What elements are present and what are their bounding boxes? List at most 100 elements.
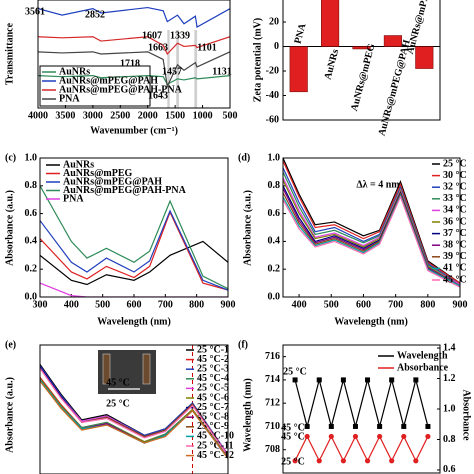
y2-tick-label: 1.0 bbox=[443, 403, 456, 414]
y-tick-label: 0.6 bbox=[268, 208, 281, 219]
series-line bbox=[38, 6, 230, 28]
series-line bbox=[40, 185, 228, 290]
point bbox=[316, 458, 322, 464]
y2-tick-label: 0.8 bbox=[443, 434, 456, 445]
y-tick-label: -20 bbox=[266, 65, 279, 76]
annotation: 1643 bbox=[148, 90, 168, 101]
y-tick-label: -60 bbox=[266, 114, 279, 125]
legend-label: 45 °C-10 bbox=[197, 431, 234, 442]
annotation: 1101 bbox=[197, 42, 216, 53]
plot-frame bbox=[37, 0, 231, 109]
series-line bbox=[294, 377, 429, 429]
series-line bbox=[38, 74, 230, 86]
series-line bbox=[283, 160, 460, 284]
y-tick-label: 0.4 bbox=[25, 236, 38, 247]
x-tick-label: 300 bbox=[33, 299, 48, 310]
legend-label: AuNRs@mPEG@PAH-PNA bbox=[59, 84, 183, 95]
point bbox=[425, 423, 431, 429]
y-tick-label: 0.2 bbox=[25, 263, 38, 274]
legend-label: 38 °C bbox=[443, 239, 467, 250]
legend-label: AuNRs@mPEG@PAH bbox=[59, 75, 158, 86]
y-tick-label: 716 bbox=[265, 351, 280, 362]
plot-frame bbox=[282, 344, 441, 474]
legend-label: 45 °C-4 bbox=[197, 373, 229, 384]
point bbox=[364, 458, 371, 464]
plot-frame bbox=[282, 0, 441, 121]
x-tick-label: 600 bbox=[356, 299, 371, 310]
series-line bbox=[38, 36, 230, 56]
category-label: AuNRs@mPEG bbox=[349, 42, 378, 112]
series-line bbox=[40, 210, 228, 291]
legend-label: 34 °C bbox=[443, 205, 467, 216]
point bbox=[340, 377, 346, 383]
x-axis-label: Wavelength (nm) bbox=[334, 316, 408, 327]
point bbox=[425, 433, 431, 440]
annotation: 45 °C bbox=[281, 431, 305, 442]
legend-label: 45 °C-6 bbox=[197, 392, 229, 403]
series-line bbox=[40, 367, 228, 457]
series-line bbox=[294, 435, 429, 463]
bar bbox=[415, 46, 434, 69]
y2-tick-label: 0.6 bbox=[443, 464, 456, 474]
x-tick-label: 500 bbox=[324, 299, 339, 310]
y-tick-label: 1.0 bbox=[25, 152, 38, 163]
x-tick-label: 1500 bbox=[165, 110, 185, 121]
annotation: 1663 bbox=[148, 42, 168, 53]
x-tick-label: 700 bbox=[388, 299, 403, 310]
legend-label: AuNRs bbox=[59, 66, 90, 77]
y-tick-label: 710 bbox=[265, 421, 280, 432]
annotation: 25 °C bbox=[106, 398, 130, 409]
legend-label: 25 °C-1 bbox=[197, 344, 229, 355]
legend-label: 37 °C bbox=[443, 228, 467, 239]
plot-frame bbox=[39, 157, 229, 298]
panel-label: (f) bbox=[238, 339, 248, 350]
annotation: 1131 bbox=[212, 66, 231, 77]
y-axis-label: Absorbance (a.u.) bbox=[4, 377, 15, 453]
point bbox=[389, 377, 395, 383]
legend-label: 45 °C-2 bbox=[197, 354, 229, 365]
legend-label: 39 °C bbox=[443, 251, 467, 262]
x-tick-label: 1000 bbox=[193, 110, 213, 121]
y-tick-label: 0.2 bbox=[268, 263, 281, 274]
vial bbox=[102, 353, 111, 385]
legend-label: Wavelength bbox=[397, 350, 448, 361]
y-tick-label: 712 bbox=[265, 397, 280, 408]
point bbox=[292, 458, 298, 464]
legend-label: 33 °C bbox=[443, 193, 467, 204]
x-tick-label: 400 bbox=[64, 299, 79, 310]
point bbox=[292, 377, 298, 383]
y-tick-label: 0 bbox=[274, 41, 279, 52]
point bbox=[352, 423, 358, 429]
point bbox=[401, 423, 407, 429]
point bbox=[328, 433, 334, 440]
series-line bbox=[283, 195, 460, 288]
legend-label: AuNRs@mPEG bbox=[63, 168, 133, 179]
highlight-band bbox=[167, 30, 170, 108]
series-line bbox=[40, 240, 228, 286]
legend-label: 25 °C-5 bbox=[197, 383, 229, 394]
annotation: 25 °C bbox=[283, 366, 307, 377]
bar bbox=[352, 46, 371, 50]
x-tick-label: 900 bbox=[221, 299, 236, 310]
plot-frame bbox=[39, 344, 229, 474]
series-line bbox=[40, 282, 228, 297]
y-tick-label: 0.4 bbox=[268, 236, 281, 247]
legend-label: 45 °C-8 bbox=[197, 411, 229, 422]
y-tick-label: 708 bbox=[265, 444, 280, 455]
y2-axis-label: Absorbance bbox=[461, 389, 472, 441]
annotation: 45 °C bbox=[281, 422, 305, 433]
legend-label: 32 °C bbox=[443, 181, 467, 192]
legend-label: AuNRs bbox=[63, 159, 94, 170]
x-tick-label: 500 bbox=[223, 110, 238, 121]
x-tick-label: 400 bbox=[292, 299, 307, 310]
point bbox=[377, 433, 383, 440]
annotation: 1339 bbox=[170, 30, 190, 41]
annotation: 1718 bbox=[120, 58, 140, 69]
y-tick-label: 0.0 bbox=[268, 291, 281, 302]
x-tick-label: 2000 bbox=[138, 110, 158, 121]
point bbox=[352, 433, 359, 440]
legend-label: 25 °C-11 bbox=[197, 440, 234, 451]
legend-label: 30 °C bbox=[443, 170, 467, 181]
point bbox=[389, 458, 395, 464]
legend-label: 45 °C bbox=[443, 274, 467, 285]
